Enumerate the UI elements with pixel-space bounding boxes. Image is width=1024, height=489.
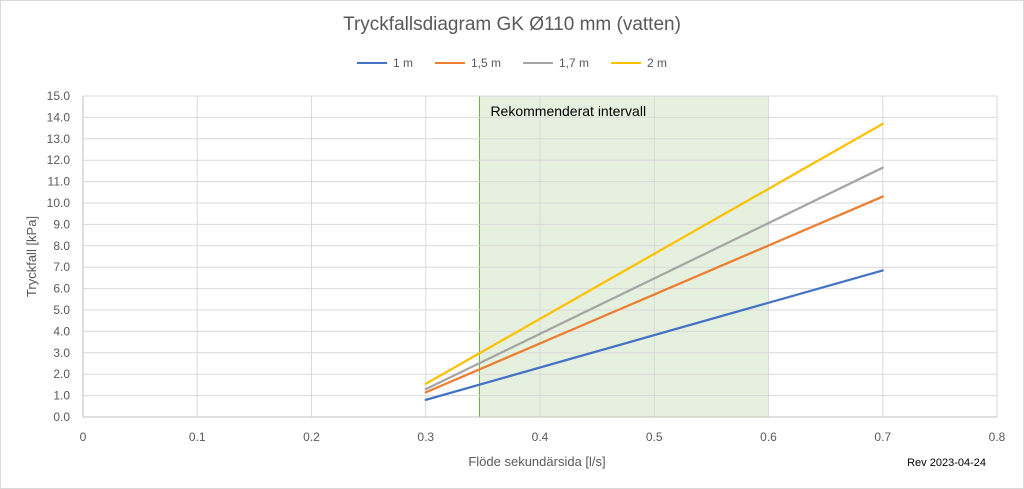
y-tick-label: 9.0 <box>53 217 70 231</box>
y-tick-label: 8.0 <box>53 239 70 253</box>
legend-swatch <box>523 61 553 65</box>
y-tick-label: 12.0 <box>47 153 71 167</box>
y-tick-label: 6.0 <box>53 282 70 296</box>
x-tick-label: 0.6 <box>760 430 777 444</box>
y-tick-label: 13.0 <box>47 132 71 146</box>
x-tick-label: 0 <box>80 430 87 444</box>
y-axis-label: Tryckfall [kPa] <box>24 216 39 297</box>
y-tick-label: 15.0 <box>47 89 71 103</box>
x-tick-label: 0.8 <box>989 430 1006 444</box>
chart-title: Tryckfallsdiagram GK Ø110 mm (vatten) <box>343 14 681 35</box>
x-axis-label: Flöde sekundärsida [l/s] <box>468 454 605 469</box>
legend-label: 1,7 m <box>559 56 590 70</box>
recommended-interval-label: Rekommenderat intervall <box>490 103 646 119</box>
y-tick-label: 5.0 <box>53 303 70 317</box>
y-tick-label: 7.0 <box>53 260 70 274</box>
legend-item: 2 m <box>611 56 667 70</box>
x-tick-label: 0.3 <box>417 430 434 444</box>
legend: 1 m 1,5 m 1,7 m 2 m <box>0 56 1024 70</box>
y-tick-label: 2.0 <box>53 367 70 381</box>
x-tick-label: 0.2 <box>303 430 320 444</box>
revision-note: Rev 2023-04-24 <box>907 457 986 469</box>
y-tick-label: 11.0 <box>48 175 71 189</box>
legend-label: 1 m <box>392 56 413 70</box>
series-line-3 <box>424 166 884 391</box>
legend-label: 1,5 m <box>470 56 501 70</box>
x-tick-label: 0.4 <box>532 430 549 444</box>
x-tick-label: 0.7 <box>874 430 891 444</box>
legend-swatch <box>611 61 642 65</box>
legend-swatch <box>356 61 387 65</box>
y-tick-label: 1.0 <box>53 389 70 403</box>
x-tick-label: 0.1 <box>189 430 206 444</box>
y-tick-label: 14.0 <box>47 110 71 124</box>
series-line-4 <box>424 122 884 385</box>
legend-label: 2 m <box>647 56 668 70</box>
legend-item: 1 m <box>356 56 413 70</box>
y-tick-label: 4.0 <box>53 324 70 338</box>
legend-swatch <box>434 61 465 65</box>
legend-item: 1,7 m <box>523 56 589 70</box>
y-tick-label: 10.0 <box>47 196 71 210</box>
legend-item: 1,5 m <box>434 56 501 70</box>
y-tick-label: 3.0 <box>53 346 70 360</box>
series-line-2 <box>424 195 884 394</box>
x-tick-label: 0.5 <box>646 430 663 444</box>
recommended-interval-band <box>478 95 769 418</box>
y-tick-label: 0.0 <box>53 410 70 424</box>
series-line-1 <box>424 269 884 402</box>
